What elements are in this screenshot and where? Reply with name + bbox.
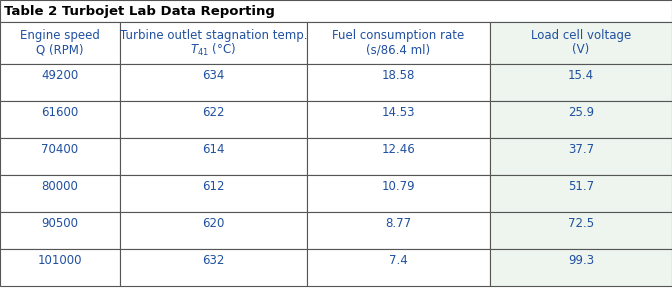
Bar <box>120 175 307 212</box>
Text: 72.5: 72.5 <box>568 217 594 230</box>
Bar <box>120 212 307 249</box>
Bar <box>307 212 490 249</box>
Bar <box>0 0 672 22</box>
Bar <box>0 22 120 64</box>
Bar <box>307 249 490 286</box>
Bar <box>490 101 672 138</box>
Text: 37.7: 37.7 <box>568 143 594 156</box>
Bar <box>0 212 120 249</box>
Bar <box>0 138 120 175</box>
Bar <box>490 138 672 175</box>
Bar <box>490 212 672 249</box>
Bar <box>307 175 490 212</box>
Text: 61600: 61600 <box>42 106 79 119</box>
Text: 18.58: 18.58 <box>382 69 415 82</box>
Text: (V): (V) <box>573 43 589 56</box>
Bar <box>490 22 672 64</box>
Text: Q (RPM): Q (RPM) <box>36 43 84 56</box>
Text: 12.46: 12.46 <box>382 143 415 156</box>
Bar <box>120 22 307 64</box>
Bar <box>0 64 120 101</box>
Bar <box>0 249 120 286</box>
Bar <box>307 101 490 138</box>
Text: 70400: 70400 <box>42 143 79 156</box>
Text: 14.53: 14.53 <box>382 106 415 119</box>
Text: 614: 614 <box>202 143 224 156</box>
Bar <box>0 175 120 212</box>
Bar <box>490 64 672 101</box>
Text: 7.4: 7.4 <box>389 254 408 267</box>
Bar <box>307 22 490 64</box>
Text: 8.77: 8.77 <box>386 217 411 230</box>
Text: Engine speed: Engine speed <box>20 29 100 43</box>
Bar <box>490 175 672 212</box>
Text: 632: 632 <box>202 254 224 267</box>
Bar <box>120 249 307 286</box>
Bar <box>490 249 672 286</box>
Text: 634: 634 <box>202 69 224 82</box>
Bar <box>120 138 307 175</box>
Text: 49200: 49200 <box>42 69 79 82</box>
Text: Table 2 Turbojet Lab Data Reporting: Table 2 Turbojet Lab Data Reporting <box>4 5 275 18</box>
Bar <box>307 138 490 175</box>
Text: 15.4: 15.4 <box>568 69 594 82</box>
Text: Load cell voltage: Load cell voltage <box>531 29 631 43</box>
Text: (s/86.4 ml): (s/86.4 ml) <box>366 43 431 56</box>
Text: 25.9: 25.9 <box>568 106 594 119</box>
Text: 80000: 80000 <box>42 180 79 193</box>
Text: 51.7: 51.7 <box>568 180 594 193</box>
Text: 90500: 90500 <box>42 217 79 230</box>
Text: Turbine outlet stagnation temp.: Turbine outlet stagnation temp. <box>120 29 307 43</box>
Bar <box>0 101 120 138</box>
Text: 10.79: 10.79 <box>382 180 415 193</box>
Text: 99.3: 99.3 <box>568 254 594 267</box>
Text: 612: 612 <box>202 180 224 193</box>
Text: $T_{41}$ (°C): $T_{41}$ (°C) <box>190 42 237 58</box>
Bar <box>307 64 490 101</box>
Text: 622: 622 <box>202 106 224 119</box>
Bar <box>120 101 307 138</box>
Text: Fuel consumption rate: Fuel consumption rate <box>333 29 464 43</box>
Bar <box>120 64 307 101</box>
Text: 101000: 101000 <box>38 254 82 267</box>
Text: 620: 620 <box>202 217 224 230</box>
